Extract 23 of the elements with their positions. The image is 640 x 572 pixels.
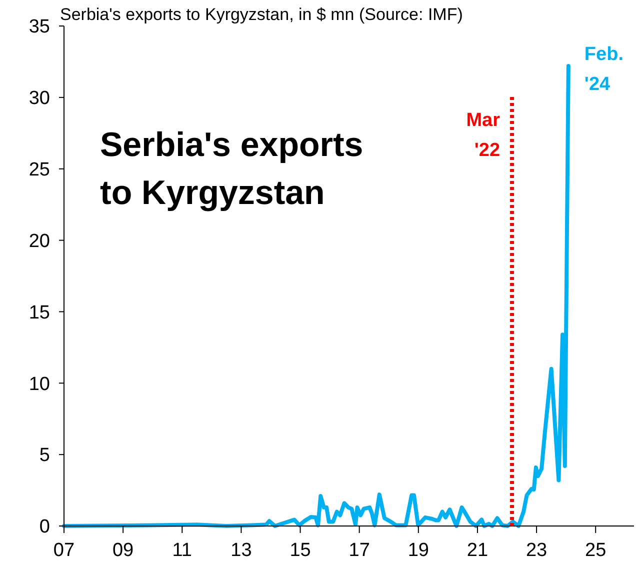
line-series bbox=[62, 64, 570, 528]
x-tick-label: 25 bbox=[585, 540, 606, 561]
y-tick-label: 0 bbox=[39, 516, 50, 538]
ref-line-label: Mar '22 bbox=[466, 110, 501, 161]
x-tick-label: 23 bbox=[526, 540, 548, 561]
x-tick-label: 09 bbox=[112, 540, 134, 561]
y-tick-label: 35 bbox=[28, 16, 50, 38]
chart-title: Serbia's exports to Kyrgyzstan, in $ mn (Source: IMF) bbox=[60, 5, 463, 24]
x-tick-label: 21 bbox=[466, 540, 488, 561]
x-tick-label: 13 bbox=[230, 540, 252, 561]
x-tick-label: 17 bbox=[348, 540, 370, 561]
y-tick-label: 30 bbox=[28, 88, 50, 110]
y-tick-label: 10 bbox=[28, 374, 50, 395]
y-tick-label: 15 bbox=[28, 302, 50, 324]
x-tick-label: 19 bbox=[408, 540, 429, 561]
y-tick-label: 25 bbox=[28, 160, 50, 181]
y-tick-label: 5 bbox=[39, 445, 50, 466]
annotation: Serbia's exports to Kyrgyzstan bbox=[100, 126, 364, 212]
y-tick-label: 20 bbox=[28, 230, 50, 252]
x-tick-label: 15 bbox=[290, 540, 311, 561]
x-tick-label: 07 bbox=[53, 540, 75, 561]
annotation: Feb. '24 bbox=[584, 44, 624, 95]
x-tick-label: 11 bbox=[172, 540, 192, 561]
